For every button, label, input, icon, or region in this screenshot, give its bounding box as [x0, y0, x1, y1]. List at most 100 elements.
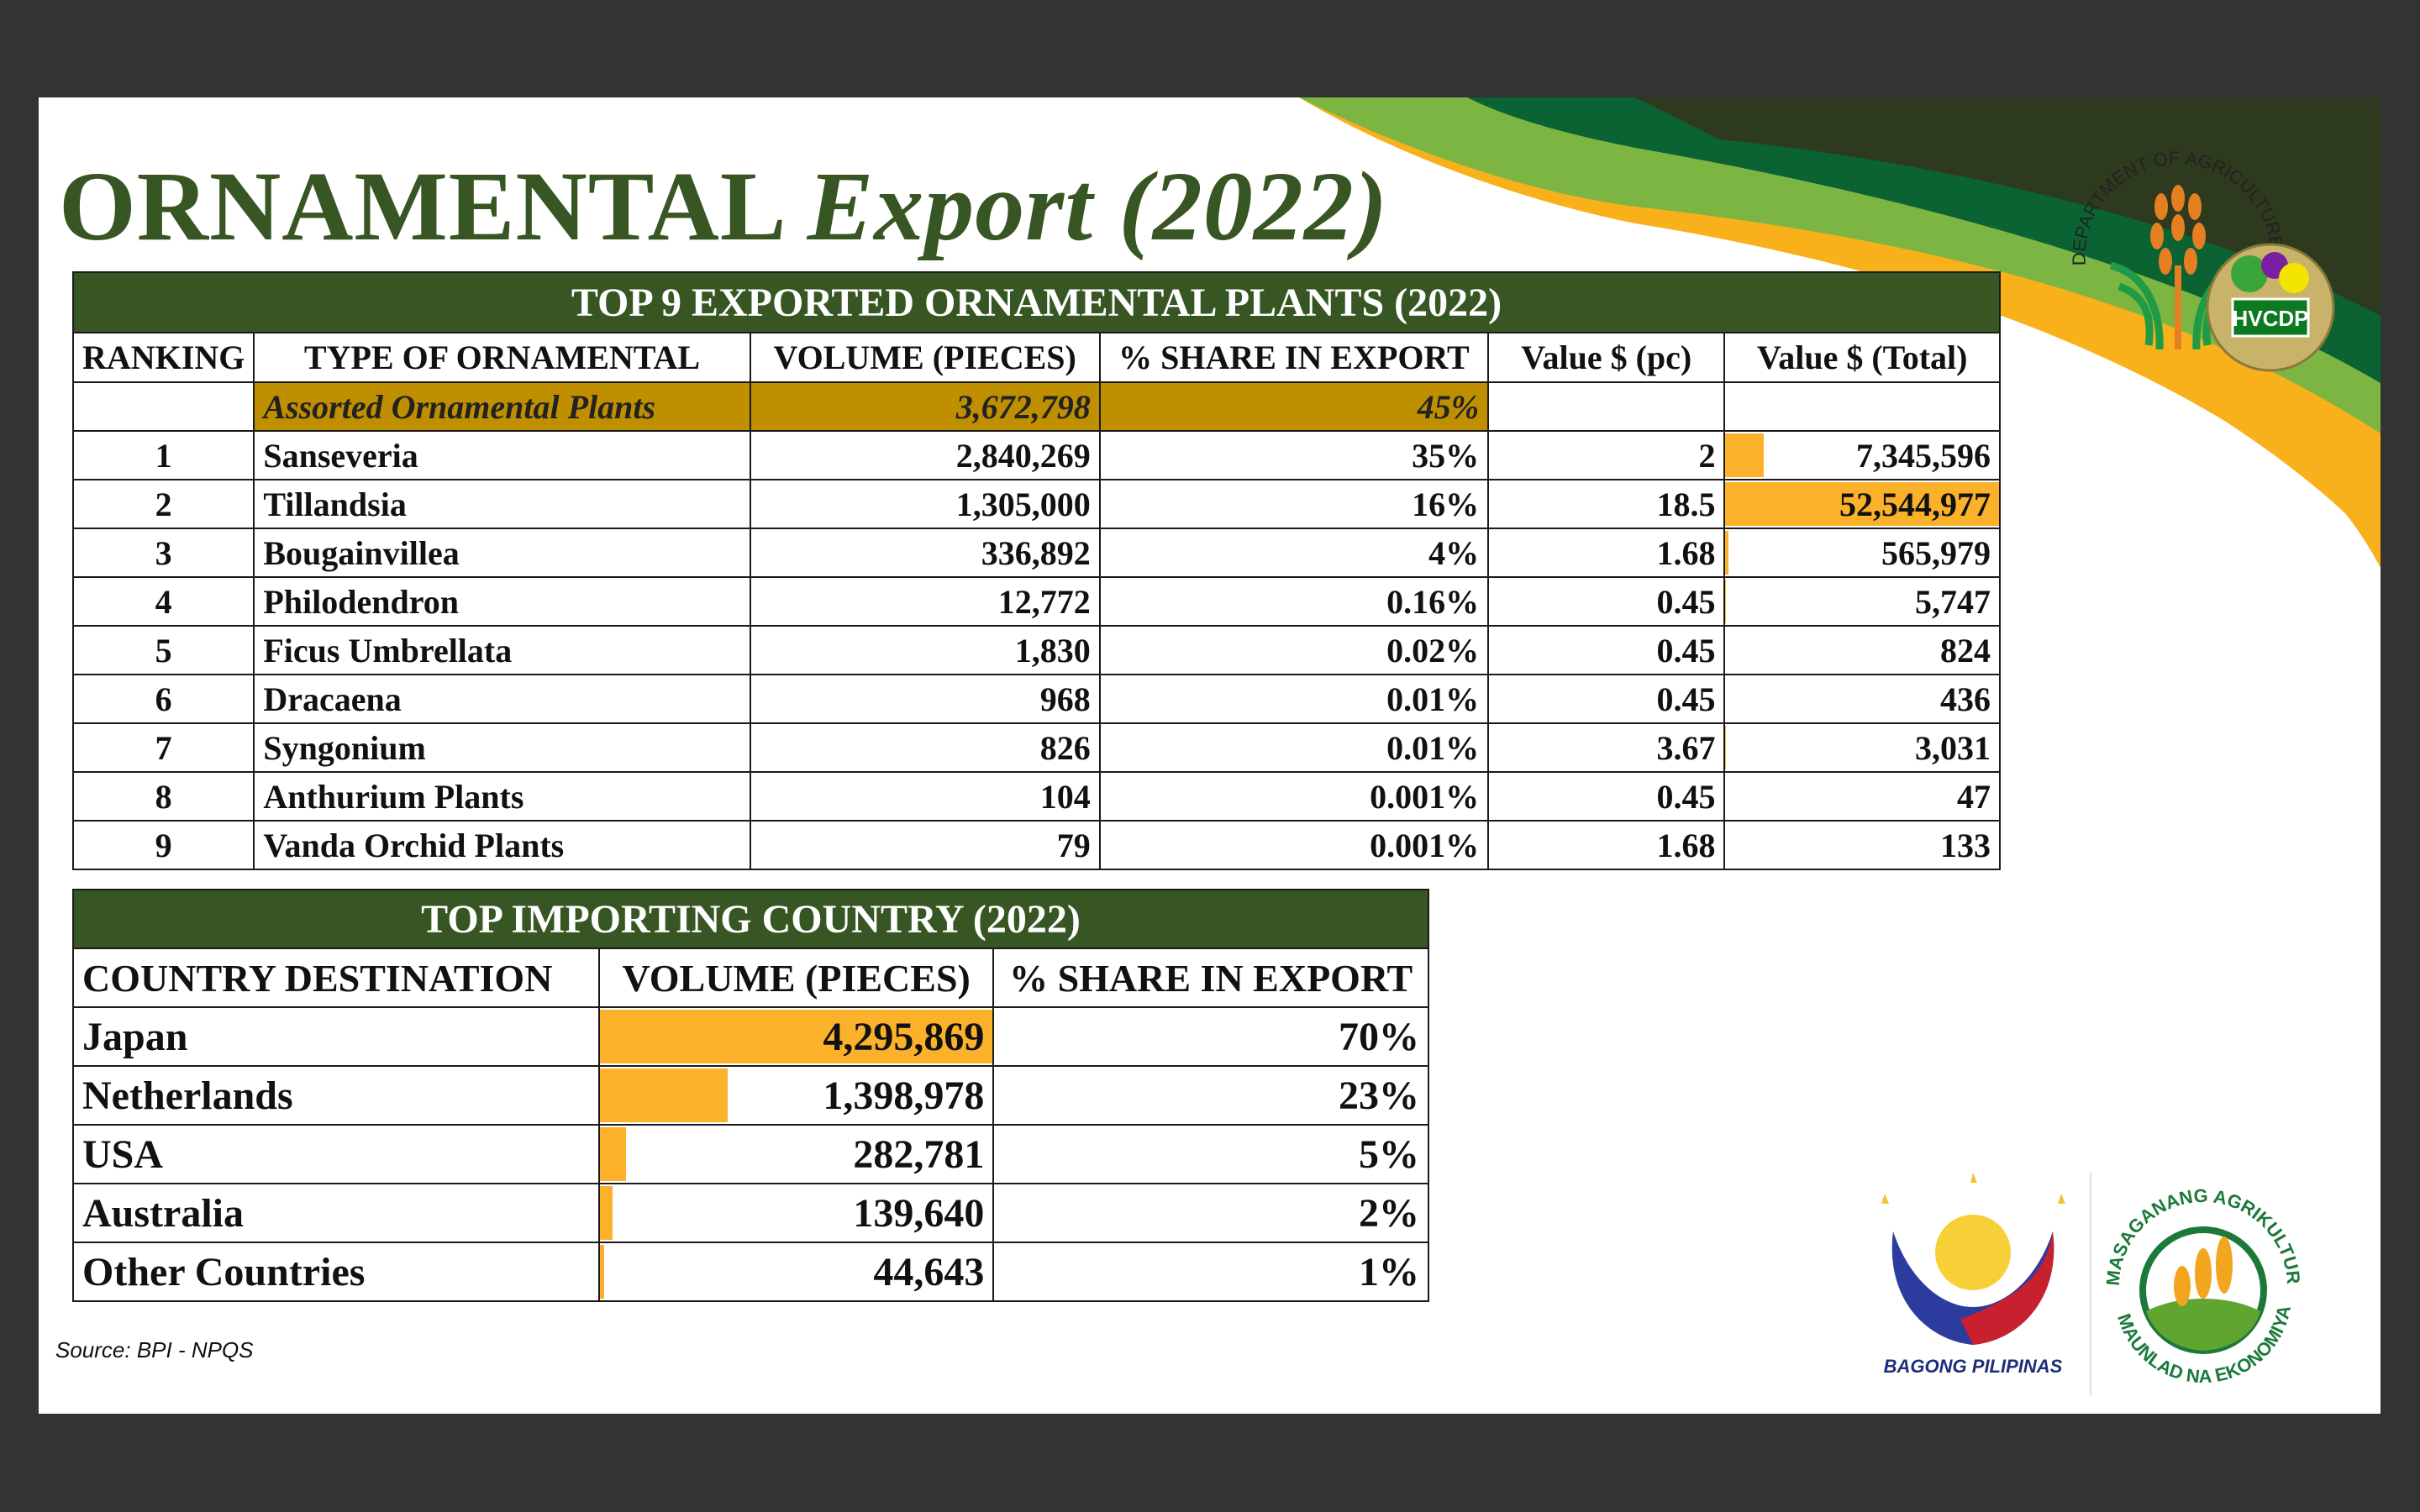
rank-cell: 5: [71, 625, 255, 675]
table-row: Australia 139,640 2%: [71, 1183, 1429, 1243]
column-header-value-total: Value $ (Total): [1723, 332, 2001, 383]
decorative-swoosh: [1299, 97, 2381, 568]
volume-data-bar: [601, 1068, 729, 1122]
table-caption: TOP 9 EXPORTED ORNAMENTAL PLANTS (2022): [72, 271, 2001, 333]
rank-cell: 8: [71, 771, 255, 822]
value-total-data-bar: [1726, 433, 1764, 477]
country-cell: Australia: [71, 1183, 601, 1243]
volume-cell: 1,398,978: [598, 1065, 995, 1126]
assorted-volume: 3,672,798: [749, 381, 1101, 432]
value-total-text: 3,031: [1915, 728, 1991, 767]
volume-data-bar: [601, 1127, 626, 1181]
share-cell: 4%: [1098, 528, 1490, 578]
share-cell: 2%: [992, 1183, 1429, 1243]
rank-cell: 9: [71, 820, 255, 870]
empty-cell: [1723, 381, 2001, 432]
value-total-text: 824: [1940, 631, 1991, 669]
share-cell: 0.01%: [1098, 674, 1490, 724]
column-header-share: % SHARE IN EXPORT: [1098, 332, 1490, 383]
share-cell: 0.001%: [1098, 820, 1490, 870]
value-total-text: 565,979: [1881, 533, 1991, 572]
table-row: Netherlands 1,398,978 23%: [71, 1065, 1429, 1126]
table-header-row: COUNTRY DESTINATION VOLUME (PIECES) % SH…: [71, 948, 1429, 1008]
assorted-row: Assorted Ornamental Plants 3,672,798 45%: [71, 381, 2001, 432]
value-total-text: 52,544,977: [1839, 485, 1991, 523]
value-pc-cell: 0.45: [1487, 576, 1726, 627]
type-cell: Bougainvillea: [253, 528, 751, 578]
value-pc-cell: 0.45: [1487, 625, 1726, 675]
assorted-type: Assorted Ornamental Plants: [253, 381, 751, 432]
volume-cell: 104: [749, 771, 1101, 822]
share-cell: 1%: [992, 1242, 1429, 1302]
value-pc-cell: 0.45: [1487, 771, 1726, 822]
share-cell: 23%: [992, 1065, 1429, 1126]
share-cell: 0.02%: [1098, 625, 1490, 675]
column-header-ranking: RANKING: [71, 332, 255, 383]
volume-cell: 968: [749, 674, 1101, 724]
country-cell: Other Countries: [71, 1242, 601, 1302]
bagong-pilipinas-logo: BAGONG PILIPINAS: [1868, 1173, 2078, 1378]
source-note: Source: BPI - NPQS: [55, 1337, 254, 1362]
column-header-type: TYPE OF ORNAMENTAL: [253, 332, 751, 383]
value-pc-cell: 1.68: [1487, 528, 1726, 578]
value-total-text: 436: [1940, 680, 1991, 718]
value-total-cell: 565,979: [1723, 528, 2001, 578]
volume-cell: 1,830: [749, 625, 1101, 675]
volume-cell: 44,643: [598, 1242, 995, 1302]
type-cell: Ficus Umbrellata: [253, 625, 751, 675]
volume-cell: 282,781: [598, 1124, 995, 1184]
table-row: 4 Philodendron 12,772 0.16% 0.45 5,747: [71, 576, 2001, 627]
value-total-cell: 7,345,596: [1723, 430, 2001, 480]
share-cell: 16%: [1098, 479, 1490, 529]
value-pc-cell: 1.68: [1487, 820, 1726, 870]
table-header-row: RANKING TYPE OF ORNAMENTAL VOLUME (PIECE…: [71, 332, 2001, 383]
volume-data-bar: [601, 1245, 604, 1299]
volume-cell: 139,640: [598, 1183, 995, 1243]
value-total-cell: 3,031: [1723, 722, 2001, 773]
volume-cell: 336,892: [749, 528, 1101, 578]
table-row: 1 Sanseveria 2,840,269 35% 2 7,345,596: [71, 430, 2001, 480]
volume-cell: 12,772: [749, 576, 1101, 627]
share-cell: 70%: [992, 1006, 1429, 1067]
value-total-text: 5,747: [1915, 582, 1991, 621]
type-cell: Vanda Orchid Plants: [253, 820, 751, 870]
table-row: 8 Anthurium Plants 104 0.001% 0.45 47: [71, 771, 2001, 822]
top-importing-country-table: TOP IMPORTING COUNTRY (2022) COUNTRY DES…: [71, 889, 1429, 1302]
column-header-volume: VOLUME (PIECES): [749, 332, 1101, 383]
column-header-volume: VOLUME (PIECES): [598, 948, 995, 1008]
empty-cell: [71, 381, 255, 432]
type-cell: Philodendron: [253, 576, 751, 627]
title-italic: Export (2022): [807, 151, 1389, 261]
value-pc-cell: 18.5: [1487, 479, 1726, 529]
table-row: 3 Bougainvillea 336,892 4% 1.68 565,979: [71, 528, 2001, 578]
table-row: USA 282,781 5%: [71, 1124, 1429, 1184]
share-cell: 0.16%: [1098, 576, 1490, 627]
share-cell: 0.001%: [1098, 771, 1490, 822]
assorted-share: 45%: [1098, 381, 1490, 432]
volume-cell: 2,840,269: [749, 430, 1101, 480]
type-cell: Anthurium Plants: [253, 771, 751, 822]
type-cell: Tillandsia: [253, 479, 751, 529]
type-cell: Dracaena: [253, 674, 751, 724]
volume-cell: 1,305,000: [749, 479, 1101, 529]
value-total-cell: 5,747: [1723, 576, 2001, 627]
rank-cell: 4: [71, 576, 255, 627]
value-total-text: 47: [1957, 777, 1991, 816]
table-row: 9 Vanda Orchid Plants 79 0.001% 1.68 133: [71, 820, 2001, 870]
da-hvcdp-logo: DEPARTMENT OF AGRICULTURE HVCDP: [2060, 139, 2338, 383]
table-row: Japan 4,295,869 70%: [71, 1006, 1429, 1067]
value-pc-cell: 3.67: [1487, 722, 1726, 773]
volume-cell: 79: [749, 820, 1101, 870]
value-total-data-bar: [1726, 482, 1999, 526]
title-main: ORNAMENTAL: [59, 151, 782, 261]
share-cell: 5%: [992, 1124, 1429, 1184]
rank-cell: 6: [71, 674, 255, 724]
value-total-cell: 47: [1723, 771, 2001, 822]
logo-divider: [2090, 1173, 2091, 1395]
table-row: 2 Tillandsia 1,305,000 16% 18.5 52,544,977: [71, 479, 2001, 529]
column-header-share: % SHARE IN EXPORT: [992, 948, 1429, 1008]
rank-cell: 3: [71, 528, 255, 578]
country-cell: USA: [71, 1124, 601, 1184]
column-header-country: COUNTRY DESTINATION: [71, 948, 601, 1008]
table-row: Other Countries 44,643 1%: [71, 1242, 1429, 1302]
